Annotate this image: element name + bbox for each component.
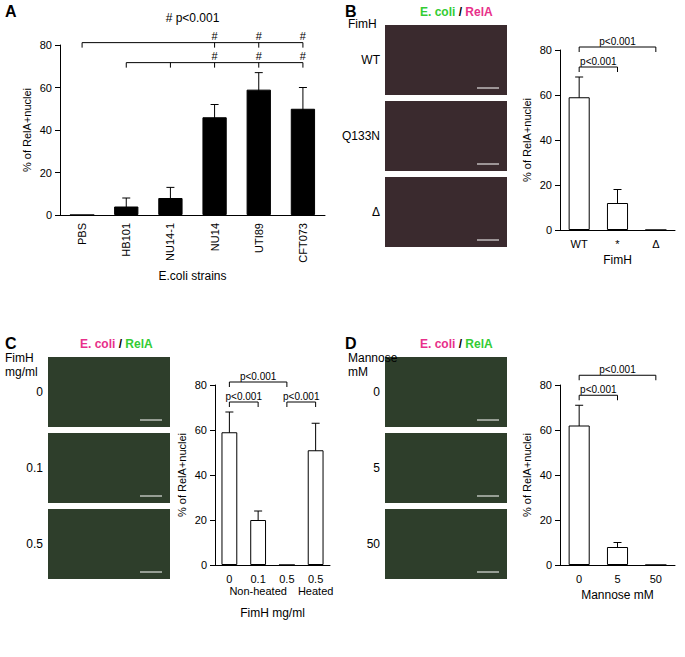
svg-text:UTI89: UTI89 [253,223,265,253]
svg-text:0.5: 0.5 [308,573,323,585]
svg-text:p<0.001: p<0.001 [580,56,617,67]
svg-text:0: 0 [576,573,582,585]
svg-text:D: D [345,335,357,352]
svg-text:# p<0.001: # p<0.001 [166,11,220,25]
svg-text:B: B [345,2,357,20]
svg-text:*: * [615,238,620,250]
svg-text:NU14: NU14 [209,223,221,251]
svg-text:A: A [5,3,17,20]
svg-text:80: 80 [540,379,552,391]
svg-text:20: 20 [540,514,552,526]
svg-text:60: 60 [40,82,52,94]
svg-text:80: 80 [195,379,207,391]
svg-text:60: 60 [540,89,552,101]
svg-text:#: # [256,50,263,62]
svg-text:HB101: HB101 [120,223,132,257]
svg-text:/: / [455,5,465,19]
svg-text:#: # [212,50,219,62]
svg-text:WT: WT [361,53,380,67]
svg-text:Q133N: Q133N [342,129,380,143]
svg-text:20: 20 [40,167,52,179]
svg-text:% of RelA+nuclei: % of RelA+nuclei [21,88,33,172]
svg-text:% of RelA+nuclei: % of RelA+nuclei [521,98,533,182]
svg-text:5: 5 [373,461,380,475]
svg-text:0: 0 [46,209,52,221]
svg-text:E.coli strains: E.coli strains [158,269,226,283]
svg-text:40: 40 [40,124,52,136]
svg-text:80: 80 [540,44,552,56]
svg-text:NU14-1: NU14-1 [164,223,176,261]
svg-text:0.5: 0.5 [279,573,294,585]
svg-text:p<0.001: p<0.001 [599,36,636,47]
svg-text:0.5: 0.5 [26,537,43,551]
svg-text:FimH mg/ml: FimH mg/ml [240,606,305,620]
svg-text:0: 0 [226,573,232,585]
svg-text:40: 40 [540,469,552,481]
svg-text:Δ: Δ [652,238,660,250]
svg-text:60: 60 [540,424,552,436]
svg-text:CFT073: CFT073 [297,223,309,263]
svg-text:40: 40 [540,134,552,146]
svg-text:Δ: Δ [372,205,380,219]
svg-text:mM: mM [348,365,368,379]
svg-text:0: 0 [36,385,43,399]
svg-text:p<0.001: p<0.001 [226,391,263,402]
svg-text:/: / [455,337,465,351]
svg-text:WT: WT [571,238,588,250]
svg-text:p<0.001: p<0.001 [599,364,636,375]
svg-text:50: 50 [367,537,381,551]
svg-text:FimH: FimH [603,253,632,267]
svg-text:#: # [256,30,263,42]
svg-text:Mannose mM: Mannose mM [581,588,654,602]
svg-text:Non-heated: Non-heated [229,585,287,597]
svg-text:p<0.001: p<0.001 [240,371,277,382]
svg-text:0: 0 [373,385,380,399]
svg-text:0: 0 [546,559,552,571]
svg-text:#: # [300,30,307,42]
svg-text:E. coli: E. coli [80,337,115,351]
svg-text:80: 80 [40,39,52,51]
svg-text:5: 5 [614,573,620,585]
svg-text:RelA: RelA [465,5,493,19]
svg-text:60: 60 [195,424,207,436]
svg-text:RelA: RelA [125,337,153,351]
svg-text:Heated: Heated [298,585,333,597]
svg-text:0: 0 [201,559,207,571]
svg-text:20: 20 [195,514,207,526]
svg-text:#: # [212,30,219,42]
svg-text:E. coli: E. coli [420,337,455,351]
svg-text:#: # [300,50,307,62]
svg-text:50: 50 [650,573,662,585]
svg-text:% of RelA+nuclei: % of RelA+nuclei [521,433,533,517]
svg-text:RelA: RelA [465,337,493,351]
svg-text:% of RelA+nuclei: % of RelA+nuclei [176,433,188,517]
svg-text:/: / [115,337,125,351]
svg-text:E. coli: E. coli [420,5,455,19]
svg-text:C: C [5,335,17,352]
svg-text:p<0.001: p<0.001 [283,391,320,402]
svg-text:0.1: 0.1 [26,461,43,475]
svg-text:FimH: FimH [5,351,34,365]
svg-text:20: 20 [540,179,552,191]
svg-text:FimH: FimH [348,17,377,31]
svg-text:mg/ml: mg/ml [5,365,38,379]
svg-text:0.1: 0.1 [250,573,265,585]
svg-text:p<0.001: p<0.001 [580,384,617,395]
svg-text:0: 0 [546,224,552,236]
svg-text:Mannose: Mannose [348,351,398,365]
svg-text:PBS: PBS [76,223,88,245]
svg-text:40: 40 [195,469,207,481]
